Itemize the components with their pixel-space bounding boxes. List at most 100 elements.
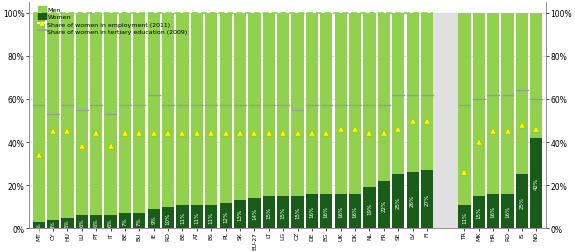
Bar bbox=[90, 14, 102, 216]
Text: 13%: 13% bbox=[237, 208, 243, 220]
Bar bbox=[306, 14, 318, 194]
Bar bbox=[119, 14, 131, 213]
Text: 6%: 6% bbox=[79, 218, 85, 226]
Text: 10%: 10% bbox=[166, 212, 171, 224]
Text: 3%: 3% bbox=[36, 221, 41, 230]
Bar bbox=[363, 188, 375, 229]
Bar bbox=[378, 14, 390, 181]
Text: 6%: 6% bbox=[108, 218, 113, 226]
Bar bbox=[133, 14, 145, 213]
Text: 7%: 7% bbox=[122, 217, 128, 225]
Bar bbox=[421, 14, 433, 171]
Bar bbox=[191, 205, 203, 229]
Bar bbox=[434, 14, 458, 229]
Bar bbox=[162, 14, 174, 207]
Bar bbox=[501, 14, 513, 194]
Bar bbox=[177, 205, 189, 229]
Bar bbox=[47, 14, 59, 220]
Text: 11%: 11% bbox=[209, 211, 214, 223]
Bar bbox=[407, 14, 419, 173]
Text: 7%: 7% bbox=[137, 217, 142, 225]
Text: 12%: 12% bbox=[223, 210, 228, 222]
Bar bbox=[220, 14, 232, 203]
Bar bbox=[234, 14, 246, 201]
Bar bbox=[133, 213, 145, 229]
Bar bbox=[458, 14, 470, 205]
Text: 11%: 11% bbox=[194, 211, 200, 223]
Bar bbox=[501, 194, 513, 229]
Bar bbox=[458, 205, 470, 229]
Legend: Men, Women, Share of women in employment (2011), Share of women in tertiary educ: Men, Women, Share of women in employment… bbox=[37, 6, 189, 36]
Text: 5%: 5% bbox=[65, 219, 70, 228]
Bar bbox=[248, 198, 260, 229]
Bar bbox=[349, 14, 361, 194]
Bar bbox=[162, 207, 174, 229]
Text: 16%: 16% bbox=[338, 205, 343, 217]
Text: 11%: 11% bbox=[180, 211, 185, 223]
Text: 14%: 14% bbox=[252, 207, 257, 219]
Text: 9%: 9% bbox=[151, 214, 156, 223]
Bar bbox=[378, 181, 390, 229]
Text: 19%: 19% bbox=[367, 202, 372, 214]
Bar bbox=[277, 14, 289, 196]
Text: 27%: 27% bbox=[424, 194, 430, 206]
Bar bbox=[62, 218, 74, 229]
Bar bbox=[292, 196, 304, 229]
Text: 11%: 11% bbox=[462, 211, 467, 223]
Bar bbox=[349, 194, 361, 229]
Text: 6%: 6% bbox=[94, 218, 99, 226]
Text: 16%: 16% bbox=[490, 205, 496, 217]
Text: 15%: 15% bbox=[281, 206, 286, 218]
Bar bbox=[363, 14, 375, 188]
Bar bbox=[177, 14, 189, 205]
Text: 16%: 16% bbox=[309, 205, 315, 217]
Bar bbox=[62, 14, 74, 218]
Text: 22%: 22% bbox=[381, 199, 386, 211]
Bar bbox=[148, 14, 160, 209]
Text: 4%: 4% bbox=[51, 220, 56, 229]
Text: 25%: 25% bbox=[396, 196, 401, 208]
Bar bbox=[76, 14, 88, 216]
Bar bbox=[234, 201, 246, 229]
Bar bbox=[76, 216, 88, 229]
Bar bbox=[421, 171, 433, 229]
Bar bbox=[47, 220, 59, 229]
Bar bbox=[263, 14, 275, 196]
Bar bbox=[392, 14, 404, 175]
Bar bbox=[263, 196, 275, 229]
Bar bbox=[90, 216, 102, 229]
Bar bbox=[277, 196, 289, 229]
Bar bbox=[530, 138, 542, 229]
Bar bbox=[205, 14, 217, 205]
Bar bbox=[248, 14, 260, 198]
Text: 16%: 16% bbox=[505, 205, 510, 217]
Bar bbox=[306, 194, 318, 229]
Bar bbox=[407, 173, 419, 229]
Bar bbox=[320, 14, 332, 194]
Text: 16%: 16% bbox=[352, 205, 358, 217]
Bar bbox=[335, 194, 347, 229]
Bar bbox=[33, 222, 45, 229]
Text: 16%: 16% bbox=[324, 205, 329, 217]
Bar bbox=[487, 194, 499, 229]
Bar bbox=[292, 14, 304, 196]
Bar bbox=[516, 14, 528, 175]
Text: 26%: 26% bbox=[410, 195, 415, 207]
Bar bbox=[473, 196, 485, 229]
Bar bbox=[148, 209, 160, 229]
Bar bbox=[205, 205, 217, 229]
Bar bbox=[320, 194, 332, 229]
Bar bbox=[516, 175, 528, 229]
Bar bbox=[473, 14, 485, 196]
Bar bbox=[220, 203, 232, 229]
Bar bbox=[105, 14, 117, 216]
Bar bbox=[487, 14, 499, 194]
Bar bbox=[335, 14, 347, 194]
Bar bbox=[119, 213, 131, 229]
Bar bbox=[392, 175, 404, 229]
Text: 42%: 42% bbox=[534, 177, 539, 190]
Bar bbox=[105, 216, 117, 229]
Bar bbox=[191, 14, 203, 205]
Text: 15%: 15% bbox=[295, 206, 300, 218]
Text: 25%: 25% bbox=[519, 196, 524, 208]
